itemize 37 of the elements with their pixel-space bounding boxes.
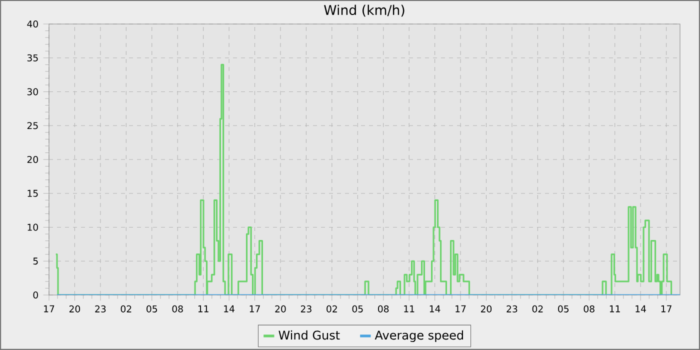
y-tick-label: 30 [27, 88, 38, 96]
y-tick-label: 35 [27, 54, 38, 62]
x-tick-label: 14 [224, 305, 234, 312]
legend-label: Wind Gust [278, 330, 340, 340]
y-tick-label: 5 [33, 258, 38, 265]
x-tick-label: 17 [661, 305, 672, 312]
x-tick-label: 08 [378, 305, 389, 312]
x-tick-label: 14 [636, 305, 646, 312]
y-tick-label: 15 [28, 190, 38, 197]
x-tick-label: 17 [44, 305, 54, 312]
legend-label: Average speed [374, 330, 463, 342]
x-tick-label: 11 [404, 305, 414, 312]
chart-title: Wind (km/h) [324, 4, 404, 17]
y-tick-label: 20 [27, 156, 38, 164]
y-tick-label: 40 [27, 20, 38, 28]
x-tick-label: 11 [198, 305, 208, 312]
x-tick-label: 23 [300, 305, 312, 312]
x-tick-label: 20 [69, 305, 80, 312]
x-tick-label: 14 [430, 305, 440, 312]
x-tick-label: 02 [120, 305, 132, 312]
y-tick-label: 25 [27, 122, 38, 130]
x-tick-label: 05 [558, 305, 569, 312]
x-tick-label: 11 [610, 305, 620, 312]
x-tick-label: 05 [352, 305, 363, 312]
x-tick-label: 02 [532, 305, 543, 312]
x-tick-label: 23 [506, 305, 518, 312]
x-tick-label: 08 [584, 305, 594, 312]
y-tick-label: 10 [28, 224, 38, 231]
x-tick-label: 17 [456, 305, 466, 312]
x-tick-label: 23 [95, 305, 106, 312]
x-tick-label: 20 [481, 305, 492, 312]
x-tick-label: 17 [250, 305, 260, 312]
x-tick-label: 02 [326, 305, 337, 312]
x-tick-label: 20 [275, 305, 286, 312]
x-tick-label: 05 [146, 305, 158, 312]
x-tick-label: 08 [172, 305, 183, 312]
y-tick-label: 0 [33, 291, 38, 299]
